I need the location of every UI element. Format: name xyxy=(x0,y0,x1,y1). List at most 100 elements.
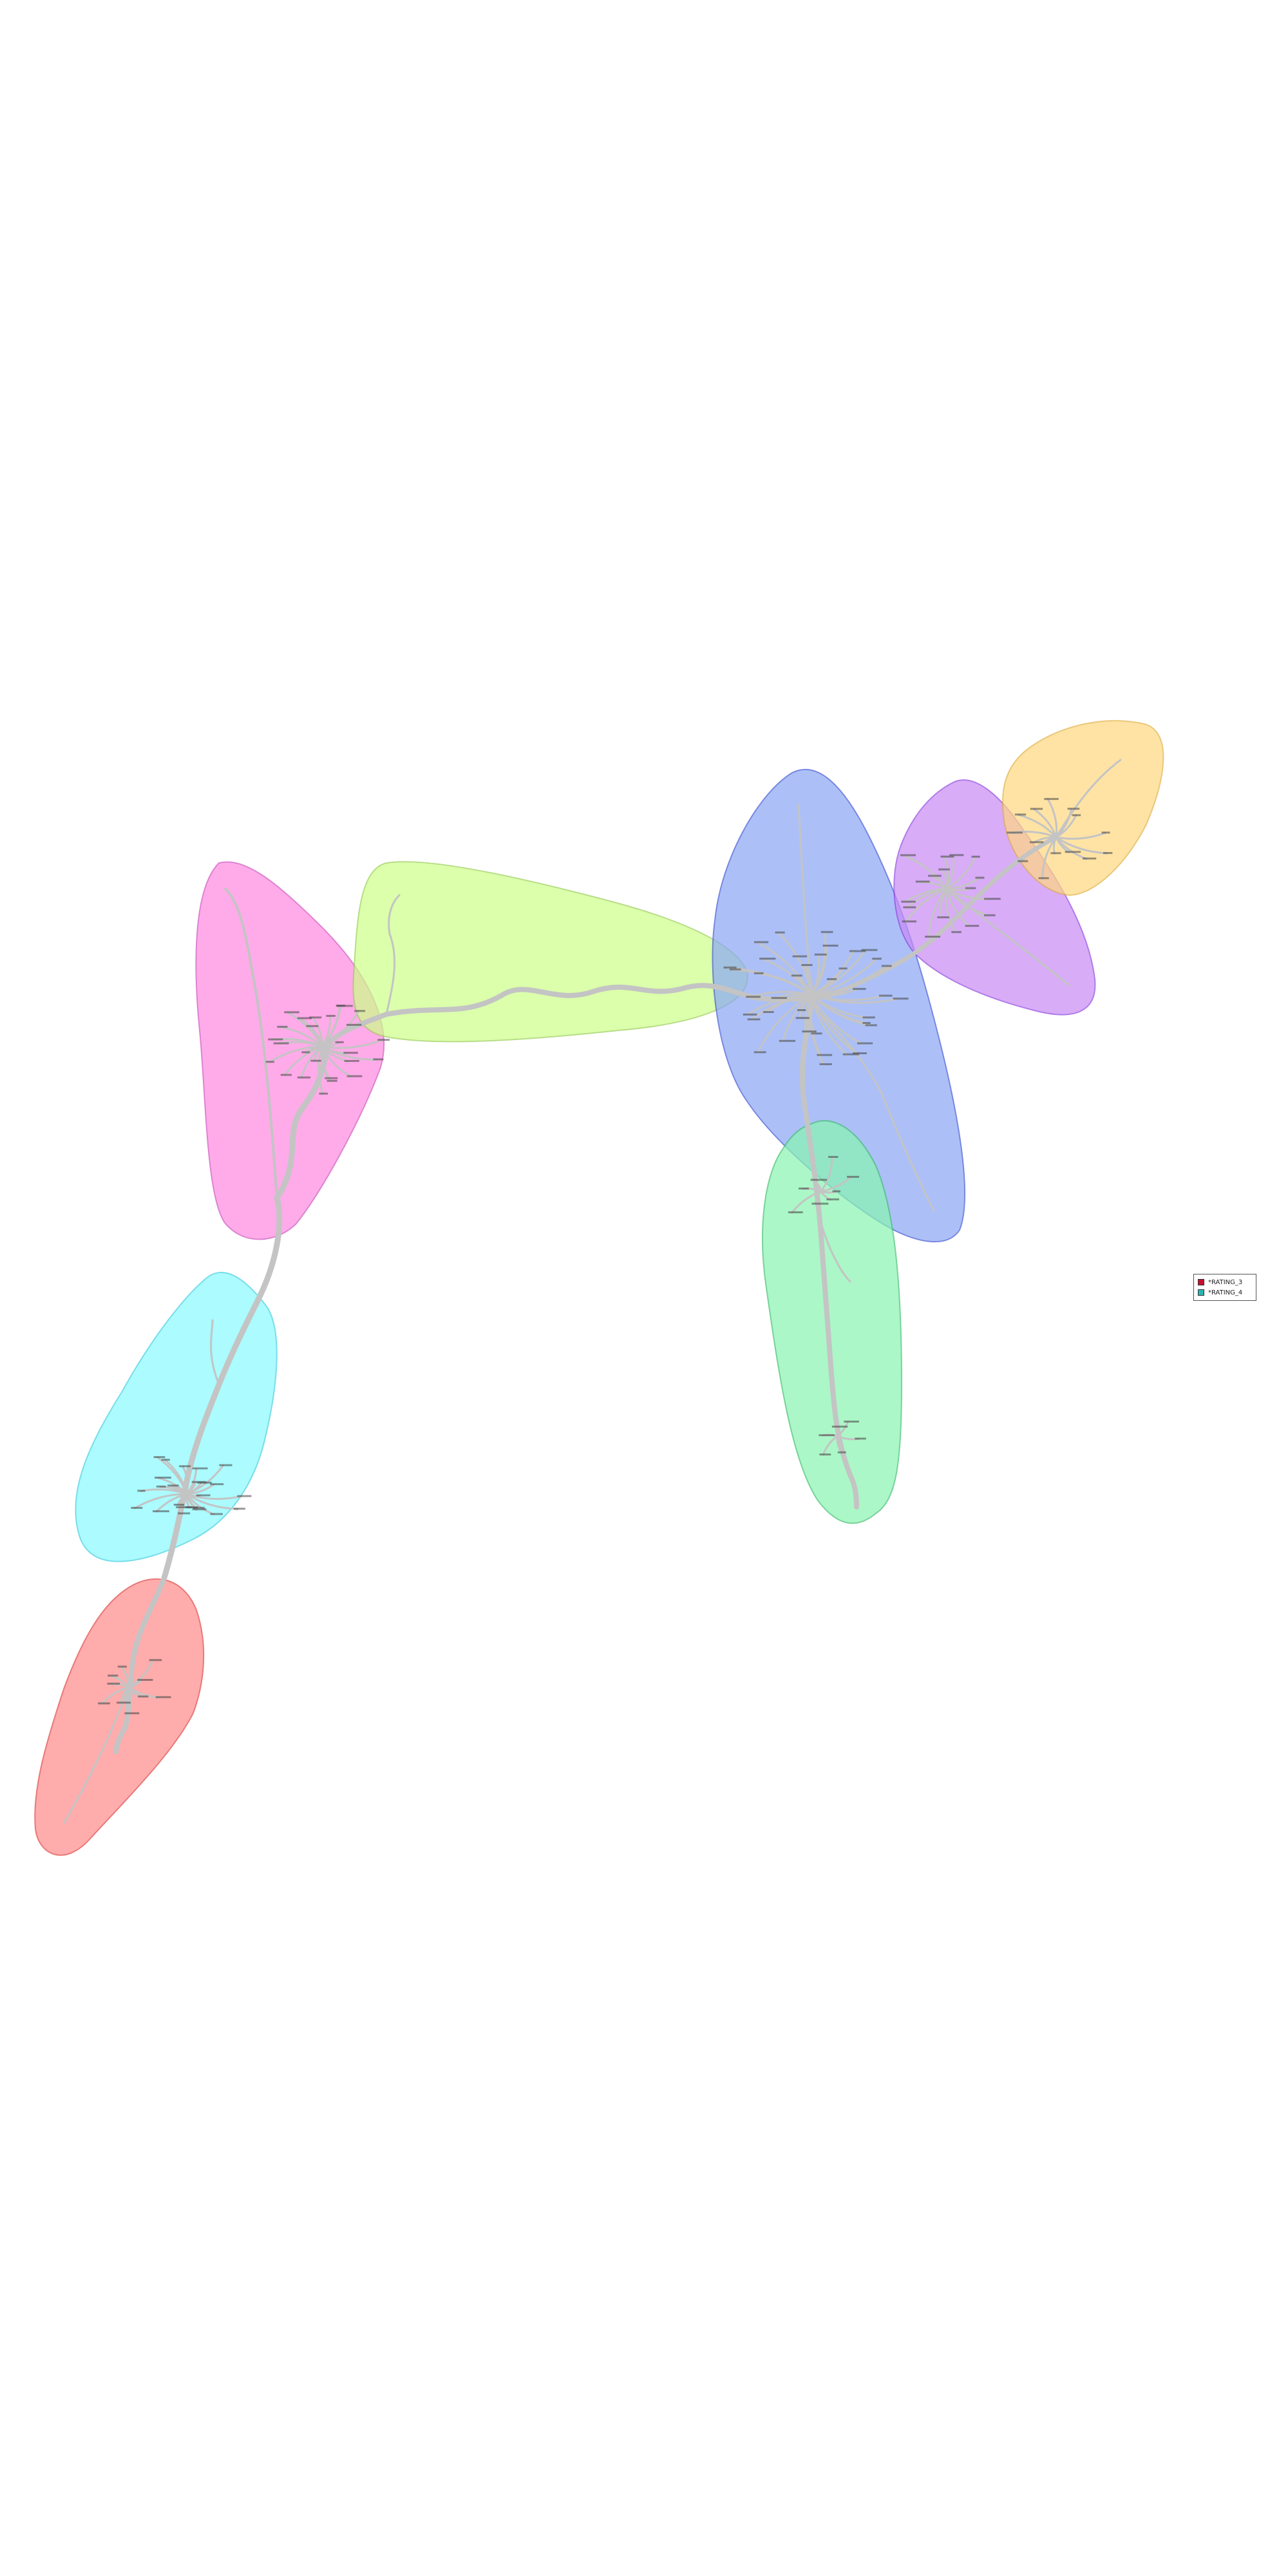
node-label-mark xyxy=(1044,798,1059,800)
node-label-mark xyxy=(822,944,838,947)
edge xyxy=(797,804,813,996)
node-label-mark xyxy=(902,920,917,923)
node-label-mark xyxy=(799,1187,810,1189)
node-label-mark xyxy=(775,931,785,934)
node-label-mark xyxy=(779,1039,796,1042)
node-label-mark xyxy=(797,1009,806,1011)
node-label-mark xyxy=(192,1467,208,1470)
edge xyxy=(809,994,822,1057)
node-label-mark xyxy=(176,1506,193,1508)
edge xyxy=(836,1435,843,1454)
legend-item-rating-3: *RATING_3 xyxy=(1198,1277,1252,1287)
node-label-mark xyxy=(108,1674,118,1677)
node-label-mark xyxy=(179,1465,191,1468)
edges xyxy=(63,759,1122,1824)
node-label-mark xyxy=(938,868,950,871)
node-label-mark xyxy=(233,1508,245,1510)
cluster-hull-lime xyxy=(352,861,748,1043)
node-label-mark xyxy=(326,1014,336,1017)
node-label-mark xyxy=(747,1018,761,1021)
legend-swatch-rating-4 xyxy=(1198,1289,1204,1296)
edge xyxy=(279,1026,323,1048)
cluster-hull-pink xyxy=(195,861,384,1240)
edge xyxy=(766,994,813,1014)
edge xyxy=(1055,814,1077,838)
edge xyxy=(100,1686,130,1705)
legend-item-rating-4: *RATING_4 xyxy=(1198,1287,1252,1298)
node-label-mark xyxy=(1067,808,1080,810)
node-label-mark xyxy=(983,898,1001,900)
node-label-mark xyxy=(819,1434,835,1437)
node-label-mark xyxy=(196,1494,211,1497)
node-label-mark xyxy=(915,880,930,883)
edge xyxy=(810,949,867,996)
node-label-mark xyxy=(849,950,866,952)
node-label-mark xyxy=(743,1013,757,1016)
edge xyxy=(810,1003,935,1212)
node-label-mark xyxy=(937,916,950,918)
node-label-mark xyxy=(344,1059,359,1062)
edge xyxy=(63,1686,130,1824)
node-label-mark xyxy=(173,1504,185,1506)
node-label-mark xyxy=(284,1011,299,1014)
node-label-mark xyxy=(327,1079,337,1082)
node-label-mark xyxy=(219,1464,232,1466)
node-label-mark xyxy=(940,855,954,858)
node-label-mark xyxy=(153,1456,166,1459)
node-label-mark xyxy=(210,1513,223,1515)
node-label-mark xyxy=(268,1038,283,1041)
node-label-mark xyxy=(1018,860,1028,862)
node-label-mark xyxy=(928,875,942,877)
node-label-mark xyxy=(98,1702,110,1705)
node-label-mark xyxy=(865,1024,877,1027)
node-label-mark xyxy=(373,1058,384,1061)
node-label-mark xyxy=(965,887,976,889)
edge xyxy=(1018,813,1057,838)
node-label-mark xyxy=(819,1453,831,1455)
node-label-mark xyxy=(107,1682,120,1685)
edge xyxy=(312,1016,323,1048)
node-label-mark xyxy=(237,1495,252,1497)
node-label-mark xyxy=(788,1211,803,1213)
node-label-mark xyxy=(301,1051,310,1054)
node-label-mark xyxy=(161,1459,170,1461)
node-label-mark xyxy=(802,1030,817,1033)
node-label-mark xyxy=(197,1481,212,1484)
node-label-mark xyxy=(137,1490,146,1492)
node-label-mark xyxy=(1083,857,1097,860)
node-label-mark xyxy=(826,978,837,980)
node-label-mark xyxy=(346,1023,362,1026)
edge xyxy=(133,1493,188,1510)
node-label-mark xyxy=(346,1075,363,1077)
node-label-mark xyxy=(310,1059,321,1062)
cluster-hull-orange xyxy=(1002,720,1164,896)
node-label-mark xyxy=(903,906,916,909)
cluster-hull-blue xyxy=(712,769,966,1243)
node-label-mark xyxy=(155,1696,171,1698)
edge xyxy=(810,945,828,996)
node-label-mark xyxy=(335,1041,344,1043)
edge xyxy=(224,887,278,1199)
node-label-mark xyxy=(811,1202,829,1205)
node-label-mark xyxy=(1030,808,1043,810)
node-label-mark xyxy=(297,1076,311,1079)
edge xyxy=(120,1665,130,1689)
edge xyxy=(385,894,401,1016)
edge xyxy=(185,1493,242,1500)
edge xyxy=(820,1156,833,1193)
node-label-mark xyxy=(901,900,916,903)
node-label-mark xyxy=(192,1506,205,1509)
edge xyxy=(904,887,948,904)
legend-label-rating-3: *RATING_3 xyxy=(1208,1278,1243,1286)
node-label-mark xyxy=(1029,841,1044,844)
edge xyxy=(748,990,813,998)
node-label-mark xyxy=(795,1017,810,1019)
edge xyxy=(269,1045,323,1063)
node-label-mark xyxy=(277,1025,288,1028)
node-label-mark xyxy=(746,996,761,998)
cluster-hull-red xyxy=(34,1578,205,1856)
edge xyxy=(210,1319,220,1386)
node-label-mark xyxy=(155,1476,171,1479)
node-label-mark xyxy=(1101,831,1110,834)
node-label-mark xyxy=(319,1092,328,1095)
